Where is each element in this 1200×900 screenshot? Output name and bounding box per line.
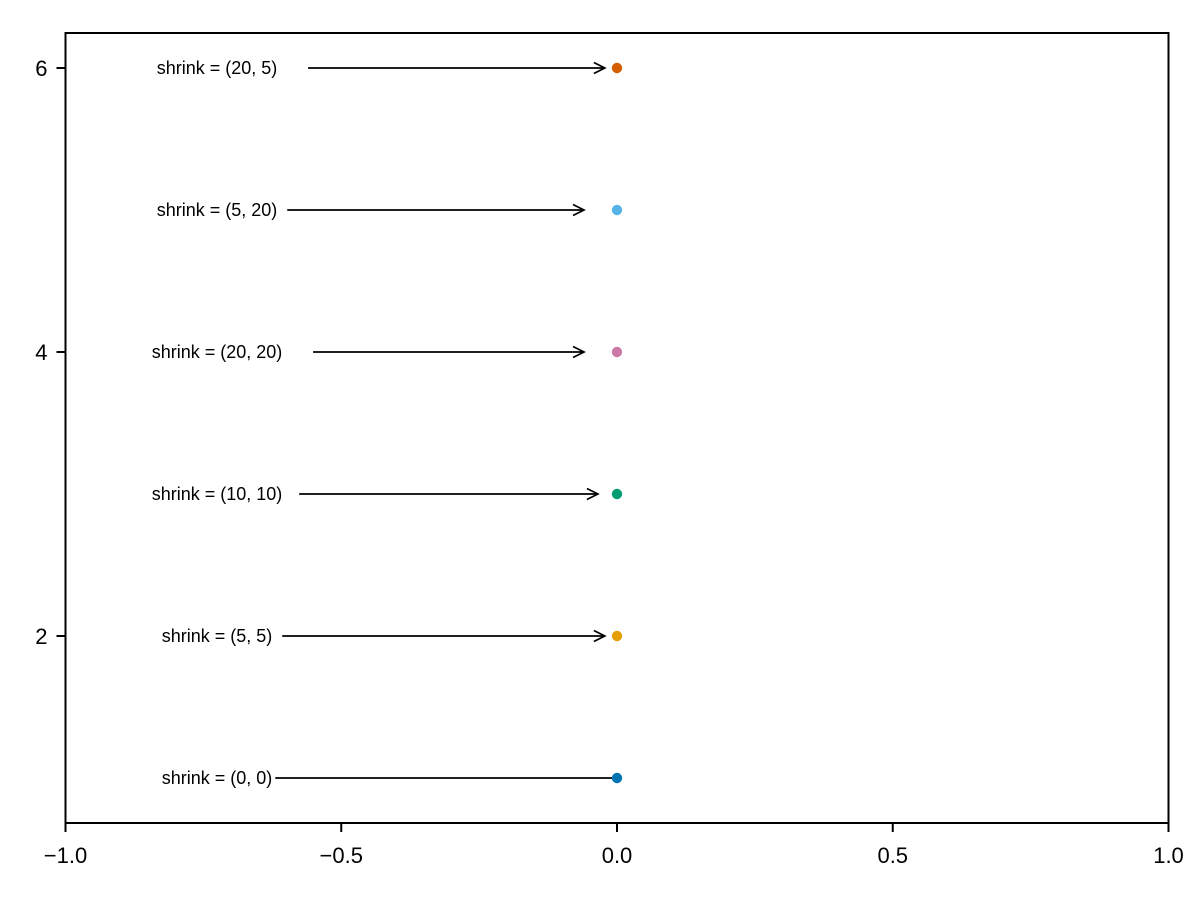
data-point [611,62,623,74]
x-tick-label: 0.0 [602,843,633,868]
annotation-arrow-head [572,203,586,217]
annotation-label: shrink = (10, 10) [152,484,283,504]
y-tick-label: 2 [35,624,47,649]
annotation-label: shrink = (20, 5) [157,58,278,78]
x-tick-label: 0.5 [877,843,908,868]
data-point [611,772,623,784]
x-tick-label: 1.0 [1153,843,1184,868]
data-point [611,488,623,500]
annotation-label: shrink = (5, 20) [157,200,278,220]
y-tick-label: 4 [35,340,47,365]
y-tick-label: 6 [35,56,47,81]
x-tick-label: −1.0 [44,843,87,868]
annotation-arrow-head [593,629,607,643]
axes-box [64,32,1170,824]
annotation-arrow-head [572,345,586,359]
annotation-arrow-head [586,487,600,501]
annotation-label: shrink = (0, 0) [162,768,273,788]
annotation-arrow-head [593,61,607,75]
data-point [611,630,623,642]
data-point [611,204,623,216]
x-tick-label: −0.5 [320,843,363,868]
annotation-label: shrink = (5, 5) [162,626,273,646]
annotation-label: shrink = (20, 20) [152,342,283,362]
data-point [611,346,623,358]
